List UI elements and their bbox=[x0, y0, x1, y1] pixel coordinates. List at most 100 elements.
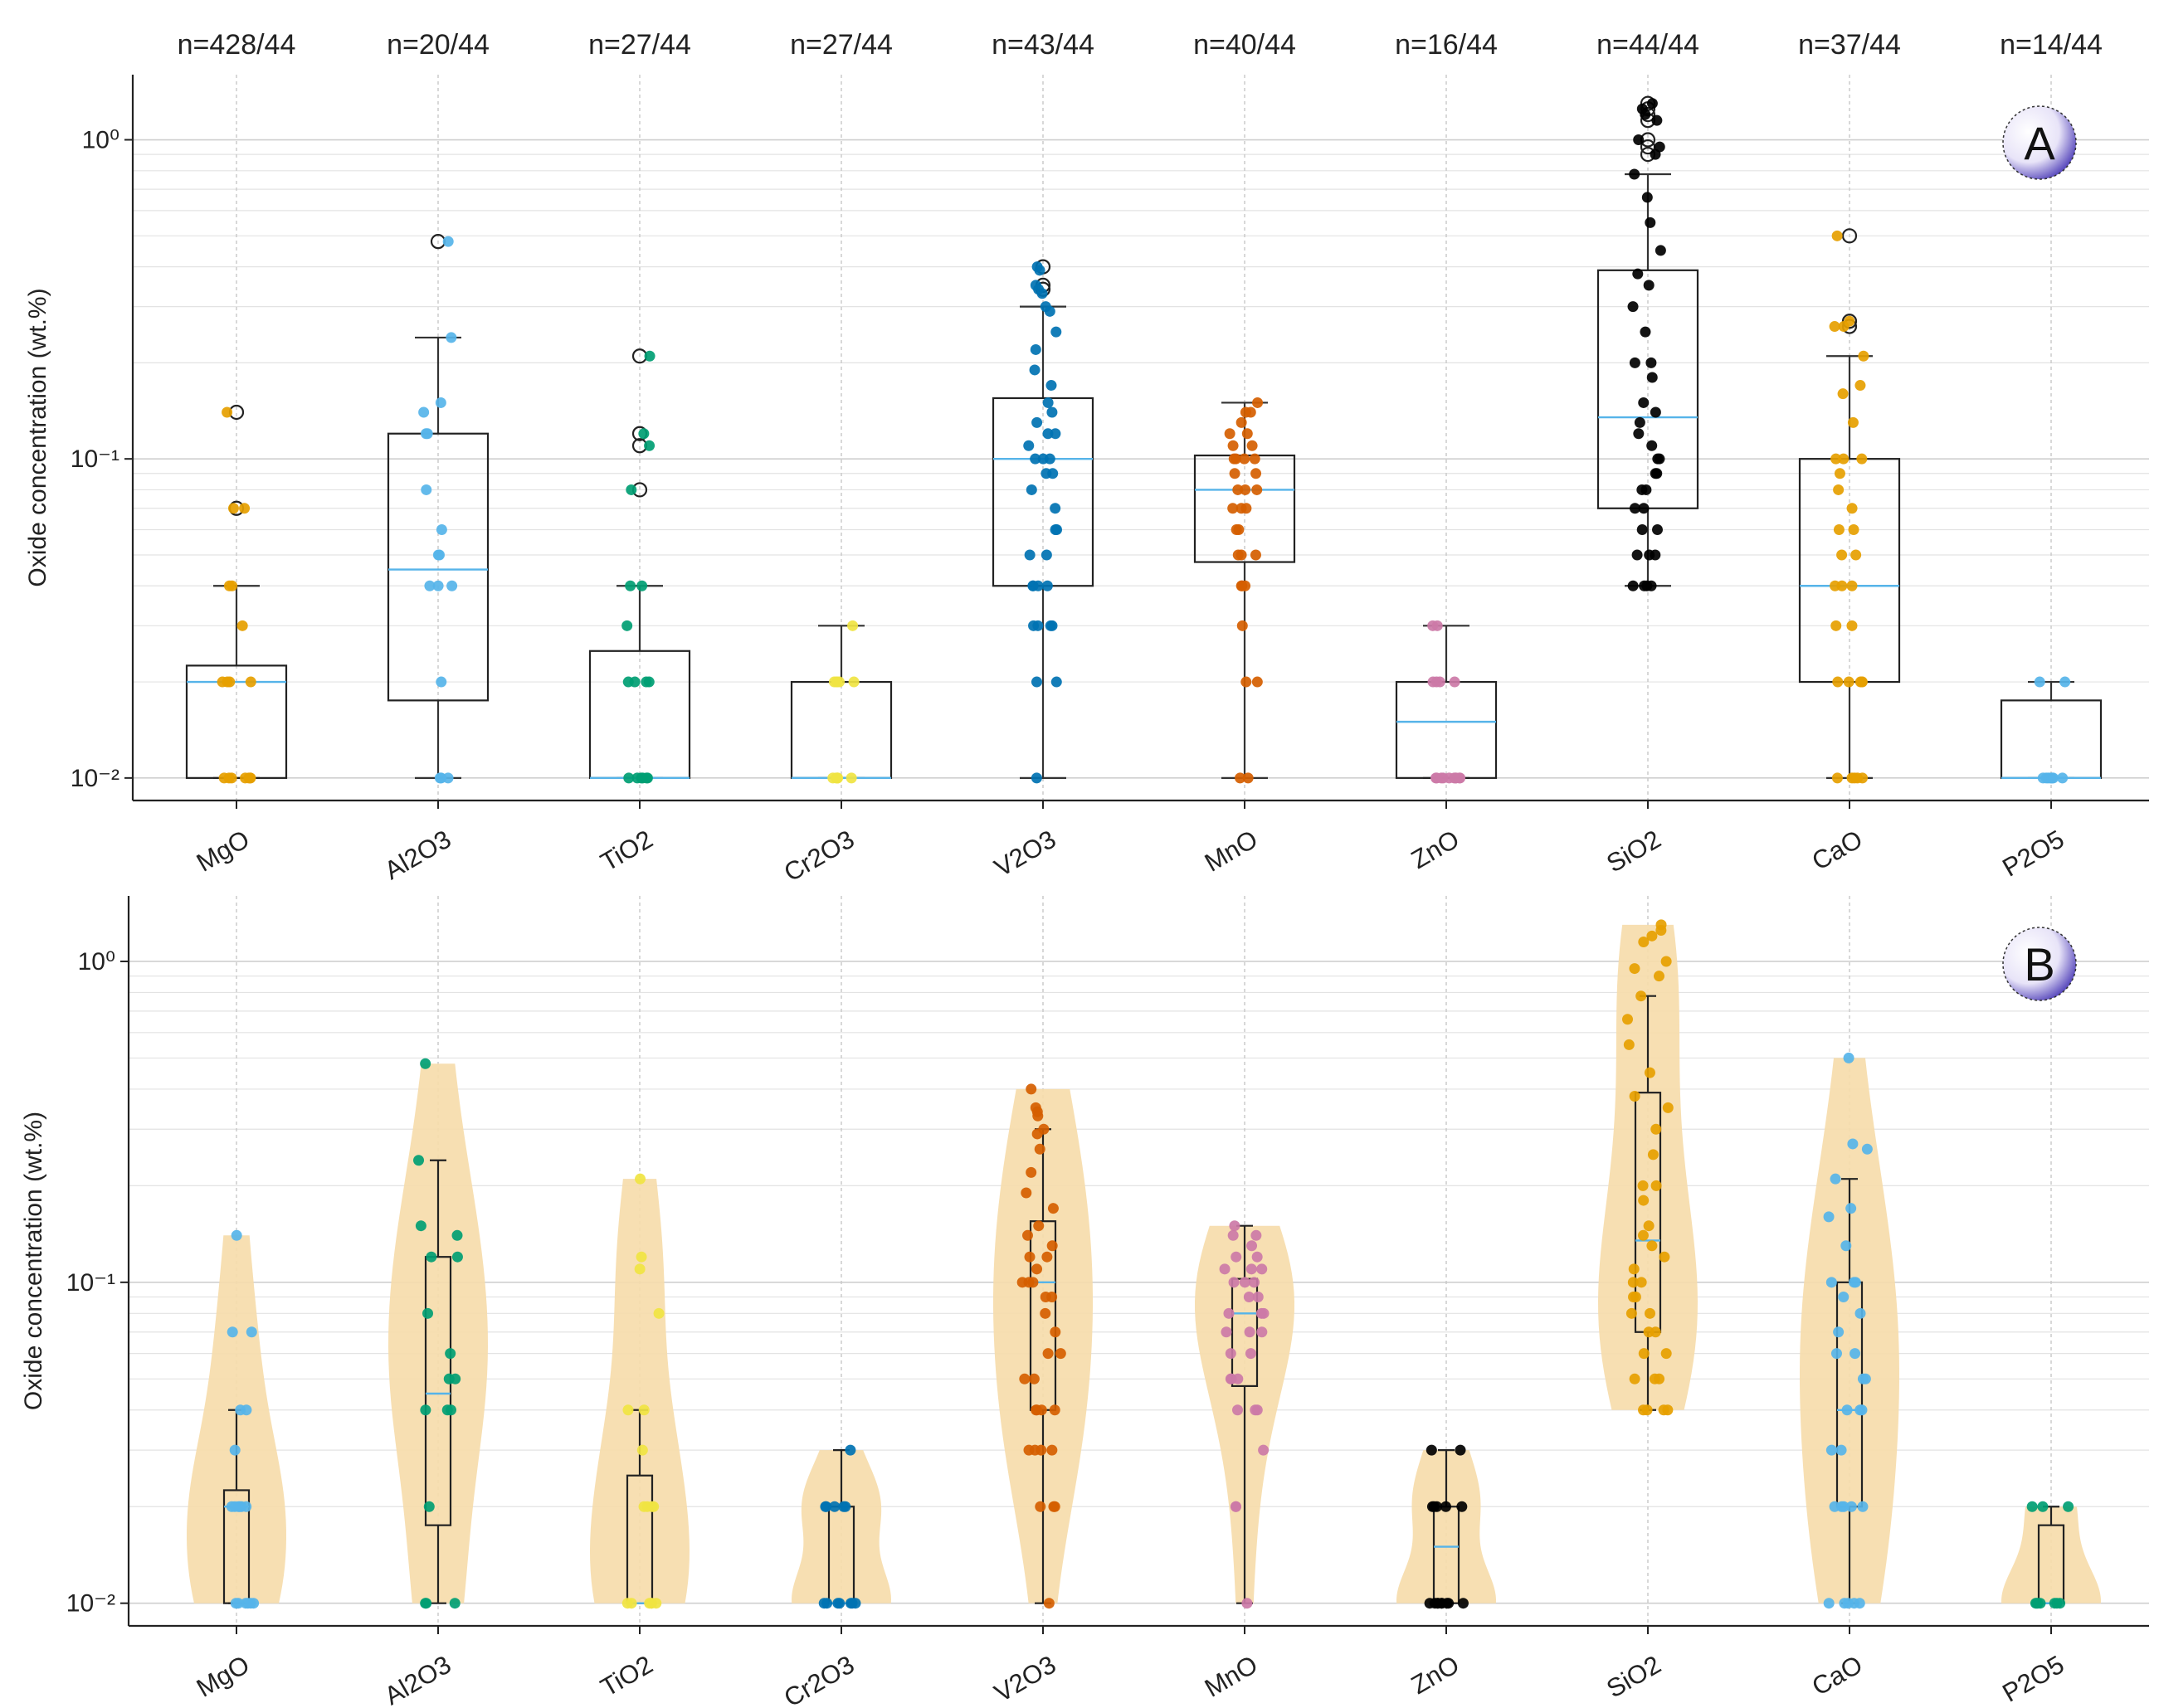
x-tick-label: Al2O3 bbox=[379, 1650, 456, 1708]
data-point bbox=[442, 236, 454, 247]
data-point bbox=[415, 1220, 426, 1232]
data-point bbox=[1638, 503, 1650, 514]
sample-count-label: n=428/44 bbox=[178, 29, 296, 61]
data-point bbox=[1660, 1348, 1672, 1360]
data-point bbox=[1848, 524, 1859, 536]
data-point bbox=[1636, 524, 1648, 536]
data-point bbox=[1227, 440, 1239, 451]
data-point bbox=[1226, 1373, 1237, 1384]
data-point bbox=[2063, 1501, 2074, 1512]
data-point bbox=[1833, 524, 1845, 536]
x-tick-label: ZnO bbox=[1406, 1650, 1465, 1700]
data-point bbox=[1240, 484, 1251, 495]
data-point bbox=[1638, 1348, 1650, 1360]
data-point bbox=[1034, 265, 1045, 276]
data-point bbox=[832, 772, 844, 784]
data-point bbox=[1032, 1110, 1044, 1122]
data-point bbox=[1030, 453, 1041, 465]
data-point bbox=[217, 676, 228, 688]
y-axis-label: Oxide concentration (wt.%) bbox=[24, 288, 51, 586]
data-point bbox=[1030, 343, 1041, 355]
data-point bbox=[231, 1229, 242, 1241]
data-point bbox=[1829, 321, 1840, 333]
data-point bbox=[1638, 1195, 1650, 1206]
series-CaO bbox=[1800, 1052, 1899, 1609]
data-point bbox=[1645, 357, 1657, 368]
data-point bbox=[1046, 406, 1058, 418]
data-point bbox=[1627, 1277, 1639, 1288]
y-tick-label: 10⁰ bbox=[82, 127, 119, 154]
series-ZnO bbox=[1395, 620, 1498, 784]
data-point bbox=[635, 1173, 646, 1185]
data-point bbox=[1643, 280, 1655, 291]
data-point bbox=[1847, 1138, 1859, 1150]
data-point bbox=[1241, 1598, 1253, 1609]
data-point bbox=[1629, 1091, 1640, 1102]
data-point bbox=[1240, 503, 1252, 514]
data-point bbox=[2057, 772, 2069, 784]
x-tick-label: MnO bbox=[1200, 1650, 1263, 1703]
data-point bbox=[1854, 1404, 1866, 1416]
data-point bbox=[1028, 1373, 1040, 1384]
data-point bbox=[441, 1404, 453, 1416]
box bbox=[1395, 680, 1498, 779]
data-point bbox=[641, 676, 652, 688]
data-point bbox=[621, 620, 633, 631]
data-point bbox=[227, 580, 238, 591]
data-point bbox=[1635, 990, 1647, 1002]
data-point bbox=[847, 620, 859, 631]
data-point bbox=[1036, 288, 1048, 299]
data-point bbox=[1249, 1277, 1260, 1288]
x-tick-label: TiO2 bbox=[596, 1650, 658, 1702]
data-point bbox=[1627, 301, 1639, 313]
data-point bbox=[1235, 580, 1247, 591]
data-point bbox=[1023, 440, 1035, 451]
violin-body bbox=[2001, 1506, 2101, 1603]
data-point bbox=[433, 549, 445, 561]
y-axis-label: Oxide concentration (wt.%) bbox=[20, 1112, 47, 1410]
data-point bbox=[229, 1444, 241, 1456]
data-point bbox=[1846, 503, 1858, 514]
data-point bbox=[1646, 440, 1658, 451]
data-point bbox=[1650, 468, 1661, 479]
data-point bbox=[1034, 1143, 1045, 1155]
data-point bbox=[1647, 1149, 1659, 1161]
data-point bbox=[2046, 772, 2058, 784]
data-point bbox=[636, 1444, 648, 1456]
data-point bbox=[1041, 549, 1052, 561]
grid-horizontal bbox=[133, 75, 2149, 800]
data-point bbox=[1223, 1307, 1235, 1319]
x-tick-label: MgO bbox=[192, 1650, 255, 1703]
data-point bbox=[1650, 1123, 1662, 1135]
data-point bbox=[1246, 440, 1258, 451]
data-point bbox=[1850, 549, 1862, 561]
data-point bbox=[1230, 1501, 1241, 1512]
panel-a: 10⁰ 10⁻¹ 10⁻² Oxide concentration (wt.%) MgO… bbox=[24, 29, 2149, 888]
sample-count-label: n=14/44 bbox=[2000, 29, 2103, 61]
violin-body bbox=[388, 1063, 488, 1603]
data-point bbox=[1245, 1263, 1257, 1275]
data-point bbox=[636, 1251, 647, 1263]
data-point bbox=[1440, 1501, 1452, 1512]
x-tick-label: TiO2 bbox=[596, 825, 658, 877]
panel-label: B bbox=[2024, 938, 2054, 990]
data-point bbox=[418, 406, 430, 418]
data-point bbox=[1842, 1598, 1854, 1609]
data-point bbox=[1856, 453, 1868, 465]
x-tick-label: CaO bbox=[1807, 825, 1868, 876]
y-tick-label: 10⁻² bbox=[66, 1590, 115, 1618]
data-point bbox=[240, 1598, 251, 1609]
data-point bbox=[1021, 1229, 1033, 1241]
data-point bbox=[821, 1501, 832, 1512]
data-point bbox=[1240, 676, 1252, 688]
data-point bbox=[1037, 453, 1049, 465]
panel-badge bbox=[2002, 105, 2077, 180]
data-point bbox=[1858, 350, 1869, 362]
data-point bbox=[2037, 1501, 2049, 1512]
data-point bbox=[2026, 1501, 2038, 1512]
sample-count-label: n=40/44 bbox=[1193, 29, 1296, 61]
data-point bbox=[1825, 1277, 1837, 1288]
data-point bbox=[1023, 1277, 1035, 1288]
data-point bbox=[435, 397, 446, 408]
data-point bbox=[1841, 1404, 1853, 1416]
